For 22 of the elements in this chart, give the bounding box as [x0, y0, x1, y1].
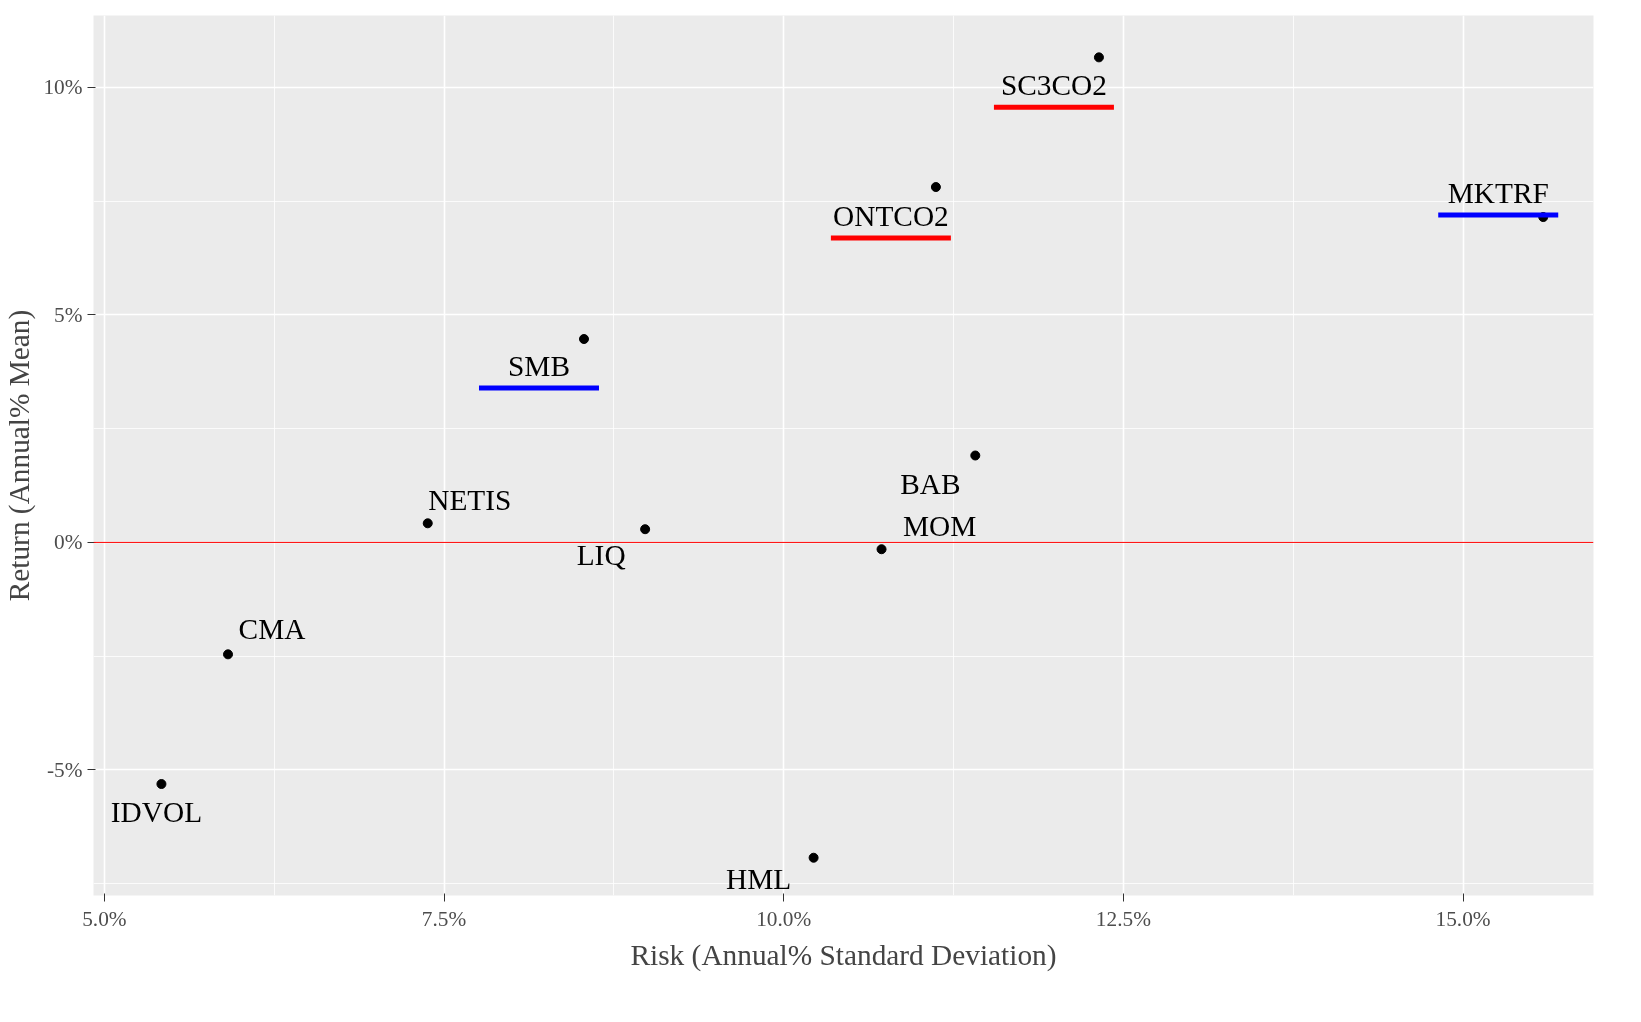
data-label: SC3CO2 [1000, 69, 1107, 102]
data-label: IDVOL [110, 796, 203, 829]
y-tick-label: 0% [54, 530, 83, 555]
x-tick-label: 10.0% [756, 906, 812, 931]
data-label: MKTRF [1447, 177, 1549, 210]
y-axis-title: Return (Annual% Mean) [3, 309, 37, 602]
data-label: MOM [902, 510, 977, 543]
data-label: SMB [508, 350, 570, 383]
x-tick-label: 12.5% [1095, 906, 1152, 931]
x-tick-label: 5.0% [82, 906, 127, 931]
data-label: HML [726, 862, 792, 895]
y-tick-label: 5% [54, 302, 83, 327]
y-tick-label: -5% [46, 757, 83, 782]
data-label: NETIS [428, 484, 512, 517]
x-tick-label: 7.5% [421, 906, 467, 931]
data-label: BAB [900, 467, 961, 500]
x-axis-title: Risk (Annual% Standard Deviation) [630, 938, 1057, 972]
data-label: LIQ [576, 539, 626, 572]
y-tick-label: 10% [43, 75, 83, 100]
data-label: ONTCO2 [833, 200, 949, 233]
data-label: CMA [238, 613, 306, 646]
x-tick-label: 15.0% [1435, 906, 1491, 931]
